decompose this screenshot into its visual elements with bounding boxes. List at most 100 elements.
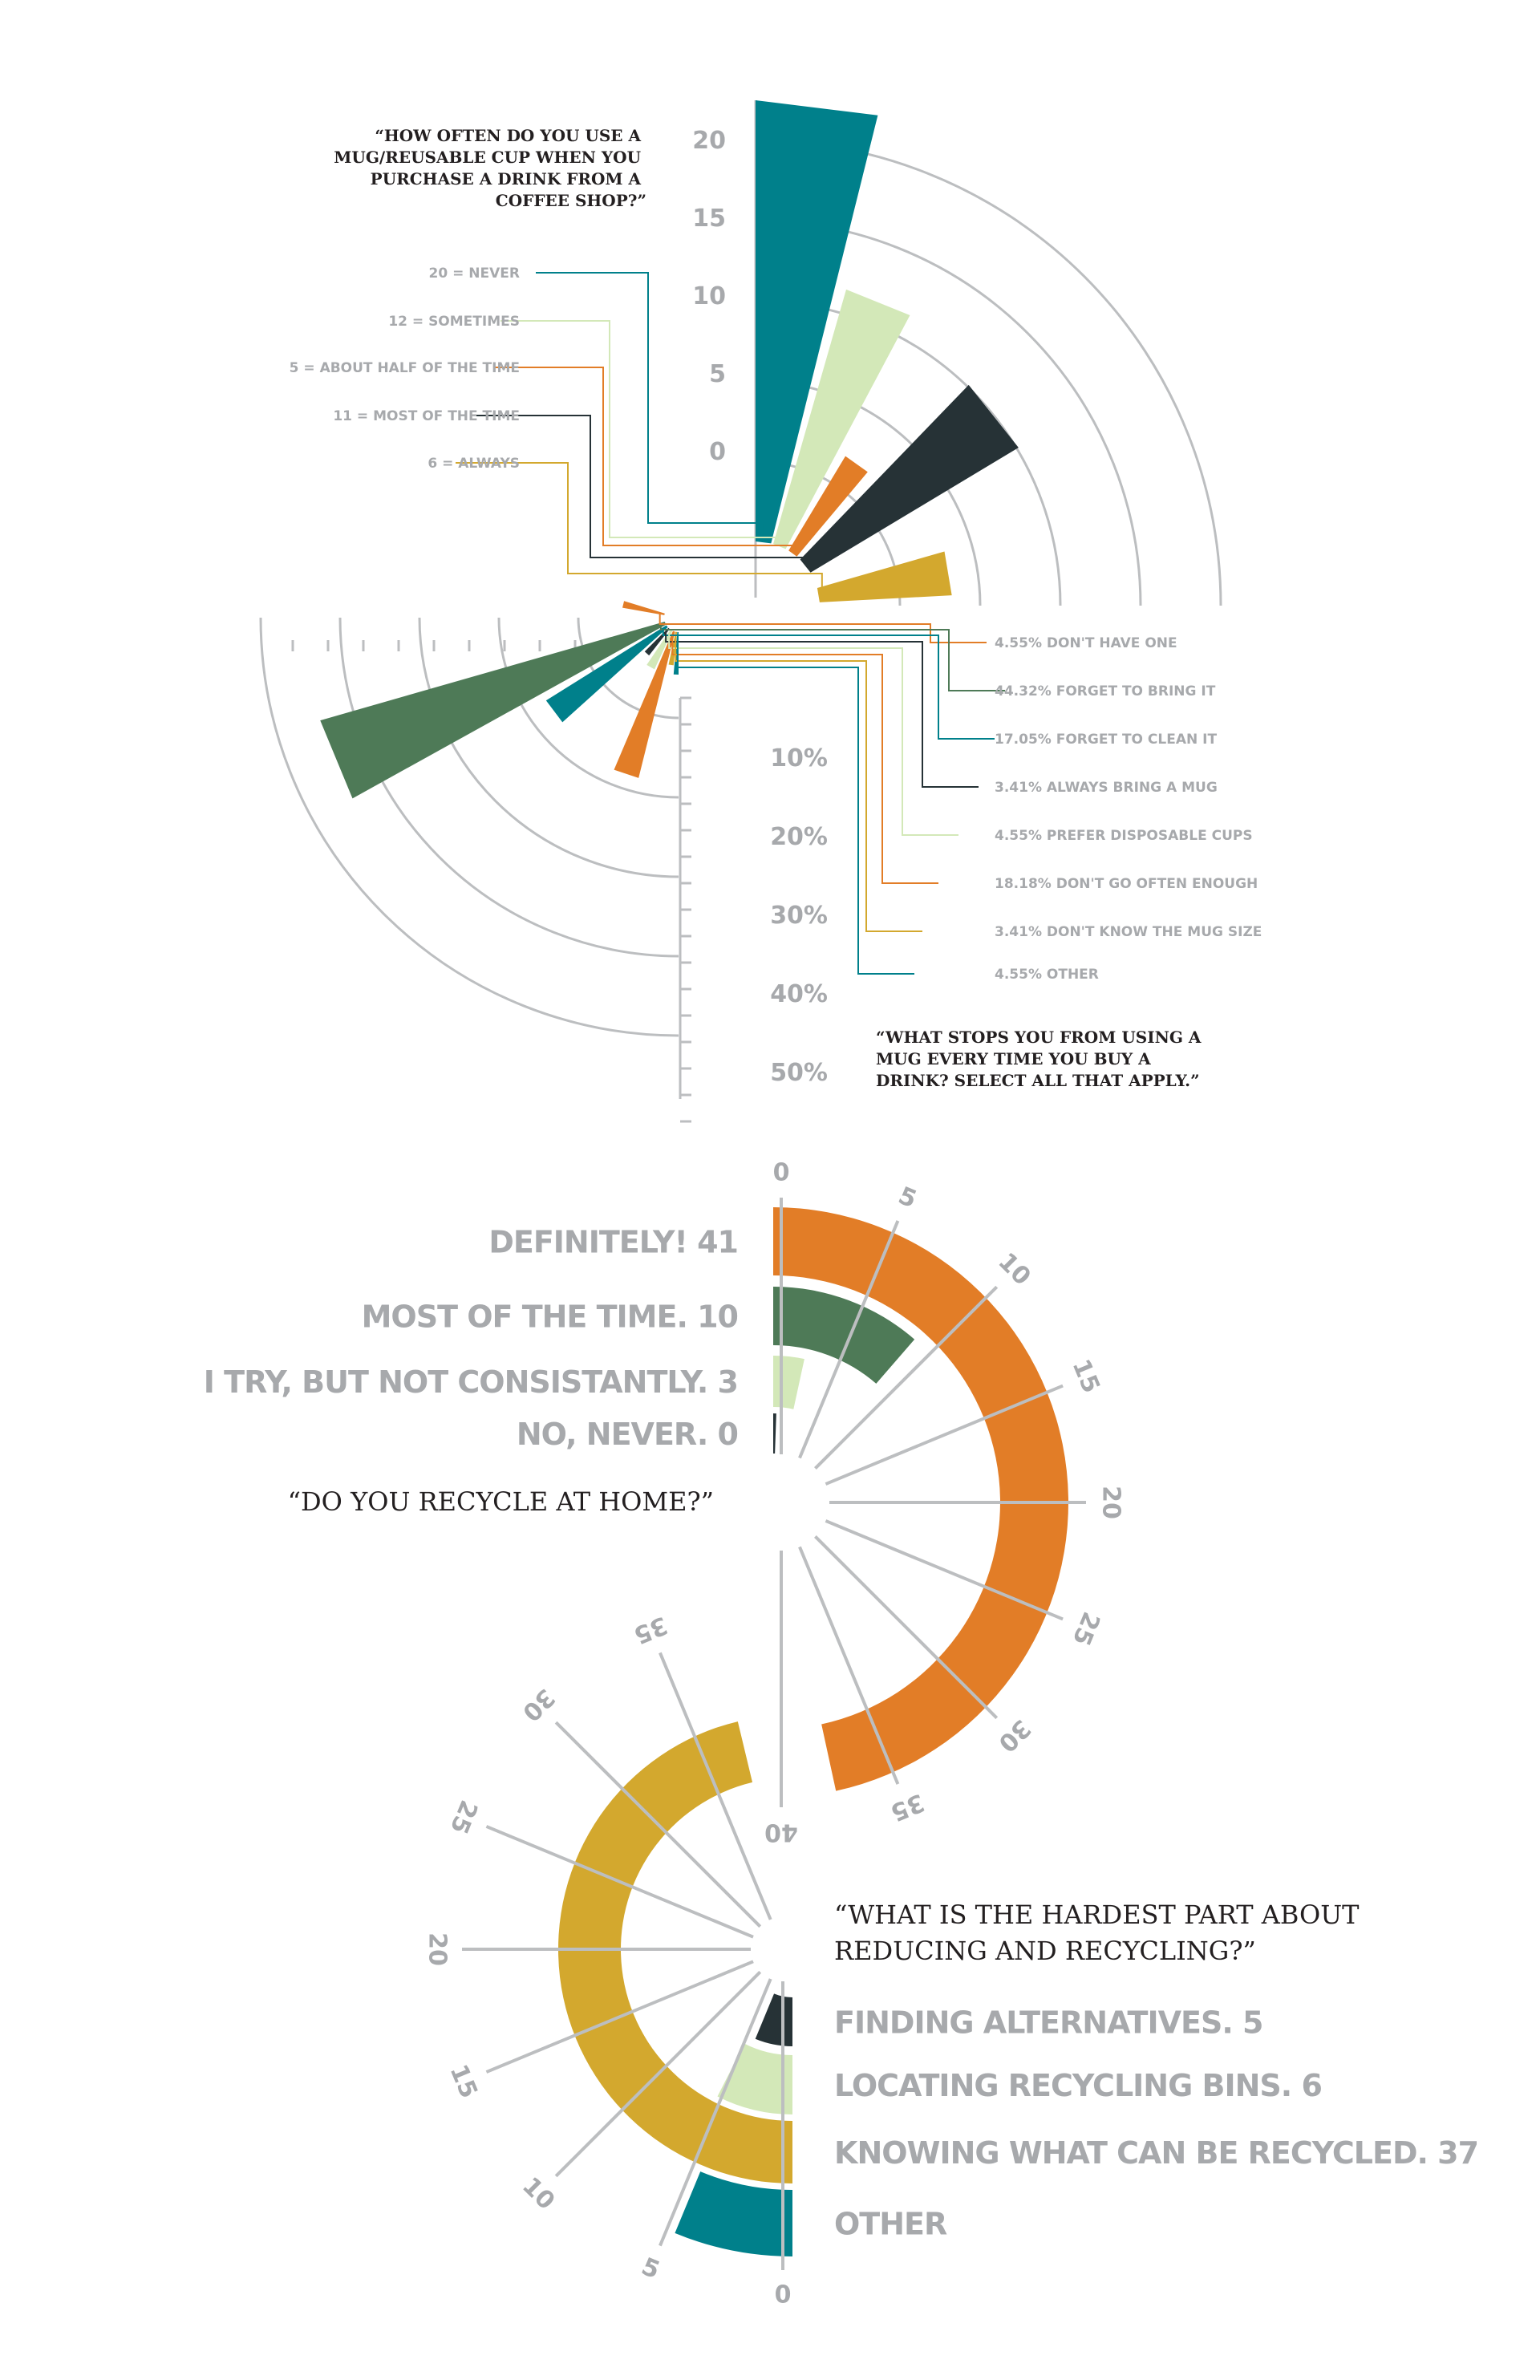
chart4-tick-label: 25 <box>444 1796 483 1838</box>
chart3-spoke <box>825 1384 1064 1486</box>
chart1-title-line: “HOW OFTEN DO YOU USE A <box>375 126 641 145</box>
mug-barriers-chart: 10% 20% 30% 40% 50% 4.55% DON'T HAVE ONE 44.3… <box>259 601 1262 1123</box>
chart2-title-line: DRINK? SELECT ALL THAT APPLY.” <box>876 1071 1200 1090</box>
chart1-title: “HOW OFTEN DO YOU USE A MUG/REUSABLE CUP… <box>334 126 646 210</box>
chart2-gridline <box>259 617 679 1037</box>
chart1-bar <box>756 100 878 544</box>
chart1-tick-label: 10 <box>692 282 726 310</box>
chart1-title-line: PURCHASE A DRINK FROM A <box>371 169 642 189</box>
chart4-category-label: FINDING ALTERNATIVES. 5 <box>834 2005 1262 2041</box>
chart2-legend-label: 3.41% DON'T KNOW THE MUG SIZE <box>995 924 1262 940</box>
chart4-tick-label: 15 <box>444 2061 483 2102</box>
chart4-category-label: LOCATING RECYCLING BINS. 6 <box>834 2068 1322 2103</box>
chart2-title: “WHAT STOPS YOU FROM USING A MUG EVERY T… <box>876 1028 1206 1090</box>
chart2-title-line: “WHAT STOPS YOU FROM USING A <box>876 1028 1202 1047</box>
chart1-legend-label: 12 = SOMETIMES <box>388 314 520 330</box>
hardest-part-chart: 0 5 10 15 20 25 30 35 FINDING ALTERNATIVES. 5 LO… <box>424 1611 1480 2309</box>
chart1-leader-line <box>476 415 809 564</box>
chart3-tick-label: 15 <box>1067 1356 1105 1397</box>
chart4-tick-label: 35 <box>630 1611 671 1649</box>
chart2-bar <box>614 630 675 778</box>
chart4-category-label: OTHER <box>834 2207 947 2242</box>
chart2-legend-label: 17.05% FORGET TO CLEAN IT <box>995 732 1217 748</box>
chart2-tick-label: 50% <box>770 1059 828 1087</box>
chart3-tick-label: 5 <box>894 1182 921 1214</box>
chart3-bar <box>773 1207 1069 1791</box>
chart2-leader-line <box>676 636 914 975</box>
chart3-tick-label: 20 <box>1097 1486 1125 1519</box>
chart3-tick-label: 40 <box>764 1818 798 1847</box>
chart1-title-line: MUG/REUSABLE CUP WHEN YOU <box>334 148 641 167</box>
recycle-home-chart: 0 5 10 15 20 25 30 35 40 DEFINITELY! 41 MOST OF T… <box>204 1159 1125 1847</box>
chart1-title-line: COFFEE SHOP?” <box>496 191 646 210</box>
chart1-bar <box>817 551 952 602</box>
chart1-bar <box>773 289 910 549</box>
chart2-tick-label: 10% <box>770 744 828 772</box>
chart2-leader-line <box>665 631 979 788</box>
chart4-spoke <box>659 1978 772 2247</box>
chart1-leader-line <box>536 272 765 539</box>
chart2-gridline <box>418 617 679 878</box>
chart3-tick-label: 10 <box>992 1247 1035 1291</box>
chart4-spoke <box>659 1652 772 1920</box>
chart1-tick-label: 0 <box>709 438 726 466</box>
chart3-category-label: MOST OF THE TIME. 10 <box>362 1299 738 1335</box>
chart4-category-label: KNOWING WHAT CAN BE RECYCLED. 37 <box>834 2135 1478 2171</box>
chart4-tick-label: 0 <box>775 2281 792 2309</box>
chart2-leader-line <box>675 636 922 932</box>
chart2-tick-label: 30% <box>770 902 828 930</box>
chart1-bar <box>788 456 868 557</box>
chart1-tick-label: 15 <box>692 205 726 233</box>
chart4-tick-label: 10 <box>517 2172 560 2216</box>
chart2-leader-line <box>659 625 1005 691</box>
chart2-legend-label: 18.18% DON'T GO OFTEN ENOUGH <box>995 876 1258 892</box>
chart3-spoke <box>814 1535 999 1720</box>
chart2-leader-line <box>662 629 995 740</box>
chart1-leader-line <box>500 320 782 544</box>
chart1-legend-label: 6 = ALWAYS <box>428 456 520 472</box>
chart3-bar <box>773 1413 776 1454</box>
chart4-tick-label: 30 <box>517 1683 560 1726</box>
chart3-spoke <box>798 1220 900 1459</box>
chart1-tick-label: 20 <box>692 127 726 155</box>
chart1-leader-line <box>494 367 796 551</box>
chart3-bar <box>773 1356 804 1409</box>
chart2-gridline <box>497 617 679 799</box>
chart3-category-label: I TRY, BUT NOT CONSISTANTLY. 3 <box>204 1364 738 1400</box>
chart4-bar <box>675 2171 792 2256</box>
chart1-leader-line <box>456 462 823 595</box>
chart3-tick-label: 25 <box>1067 1608 1105 1649</box>
chart4-tick-label: 5 <box>638 2252 664 2285</box>
chart3-spoke <box>798 1546 900 1785</box>
chart3-title: “DO YOU RECYCLE AT HOME?” <box>288 1486 714 1517</box>
chart1-tick-label: 5 <box>709 360 726 388</box>
chart2-leader-line <box>659 613 987 643</box>
chart3-spoke <box>814 1285 999 1470</box>
chart1-legend-label: 5 = ABOUT HALF OF THE TIME <box>290 360 520 376</box>
chart2-bar <box>320 621 667 799</box>
chart2-legend-label: 4.55% PREFER DISPOSABLE CUPS <box>995 828 1253 844</box>
chart4-title: “WHAT IS THE HARDEST PART ABOUT REDUCING… <box>834 1900 1368 1966</box>
chart4-title-line: REDUCING AND RECYCLING?” <box>834 1936 1256 1966</box>
chart3-tick-label: 0 <box>773 1159 790 1187</box>
chart4-spoke <box>485 1825 754 1939</box>
chart2-bar <box>622 601 665 615</box>
chart3-category-label: NO, NEVER. 0 <box>517 1417 738 1452</box>
chart4-spoke <box>554 1721 762 1928</box>
chart1-legend-label: 20 = NEVER <box>429 266 520 282</box>
chart2-tick-label: 40% <box>770 980 828 1008</box>
chart3-tick-label: 35 <box>886 1788 928 1827</box>
chart2-legend-label: 44.32% FORGET TO BRING IT <box>995 683 1216 699</box>
chart4-spoke <box>485 1960 754 2074</box>
chart2-bar <box>545 625 668 723</box>
chart2-leader-line <box>671 635 938 884</box>
chart1-bar <box>800 384 1019 573</box>
chart4-tick-label: 20 <box>424 1932 452 1966</box>
chart4-title-line: “WHAT IS THE HARDEST PART ABOUT <box>834 1900 1360 1930</box>
chart4-spoke <box>554 1970 762 2178</box>
chart2-title-line: MUG EVERY TIME YOU BUY A <box>876 1049 1151 1068</box>
chart2-legend-label: 3.41% ALWAYS BRING A MUG <box>995 780 1218 796</box>
chart2-gridline <box>338 617 679 958</box>
chart2-tick-label: 20% <box>770 823 828 851</box>
